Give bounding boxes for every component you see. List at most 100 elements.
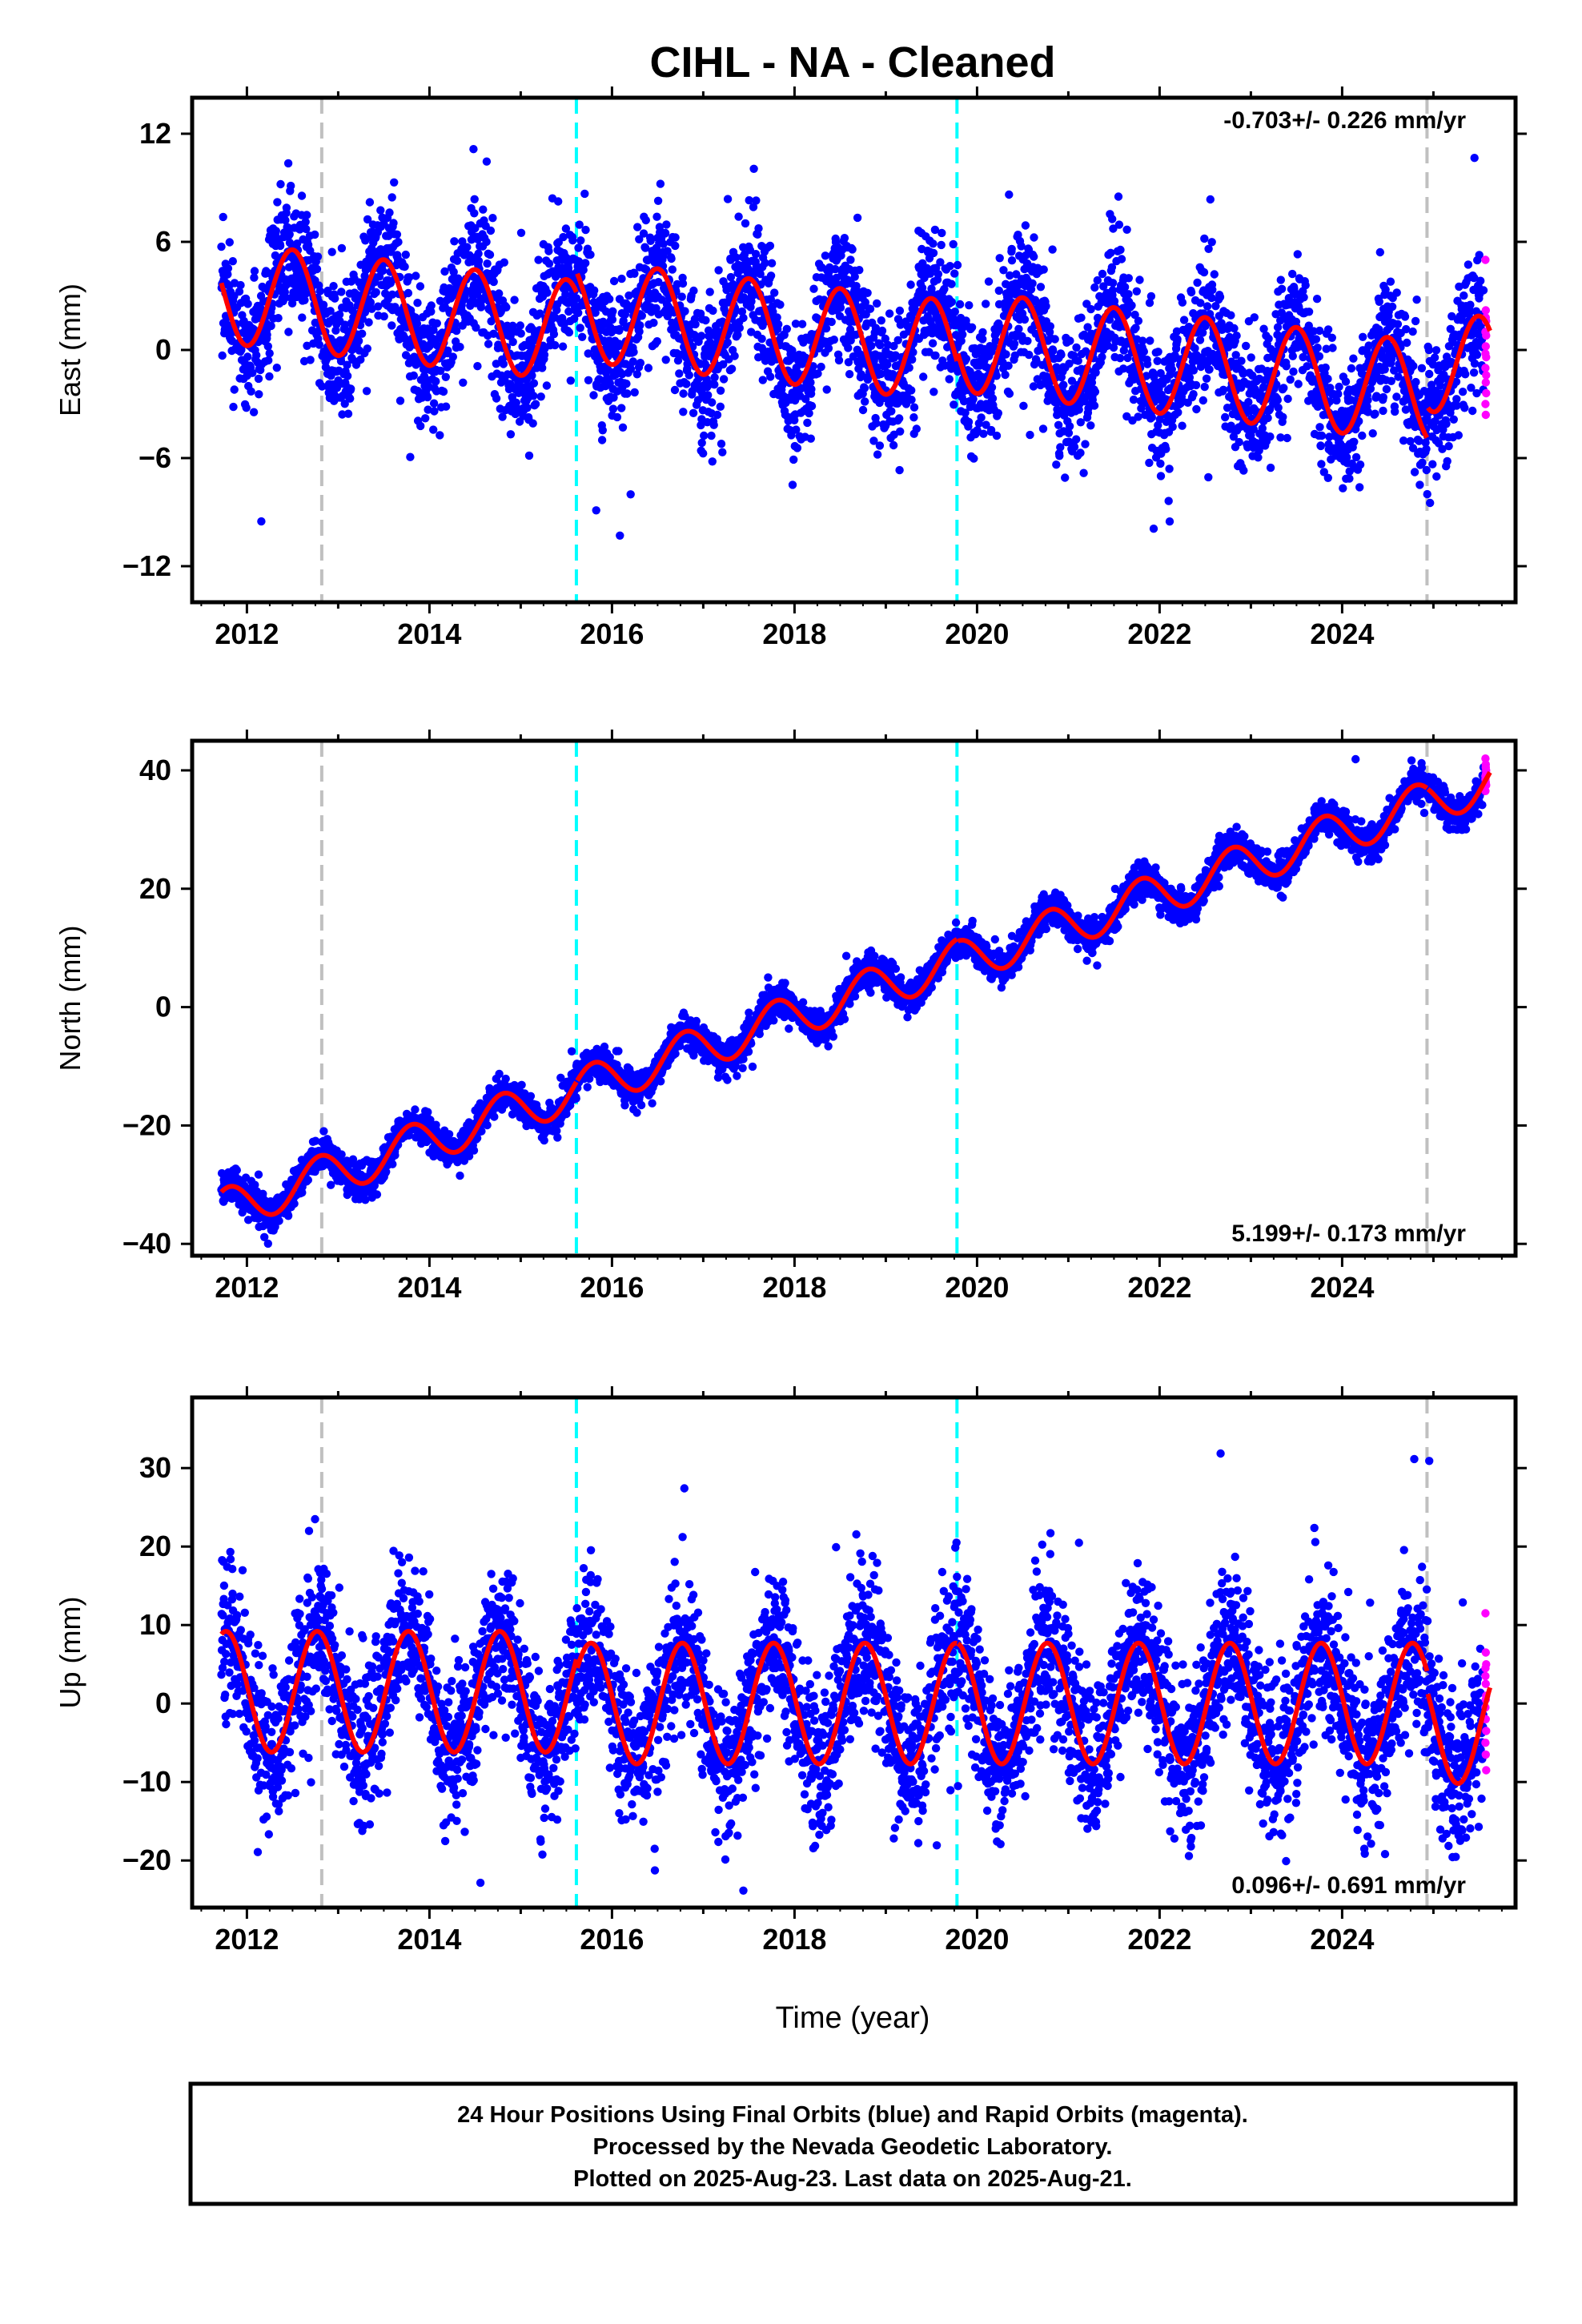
data-point [362,387,371,396]
data-point [401,250,410,259]
data-point [335,310,344,319]
data-point [1294,380,1303,388]
data-point [639,229,648,238]
data-point [566,376,575,385]
data-point [853,213,862,223]
data-point [1424,345,1434,355]
data-point [340,320,350,329]
data-point [574,243,583,252]
data-point [986,425,996,435]
data-point [670,385,680,395]
data-point [1232,332,1241,340]
data-point [1050,335,1059,344]
data-point [510,296,519,304]
data-point [999,266,1008,275]
data-point [950,400,958,409]
data-point [413,299,422,308]
data-point [649,318,658,328]
data-point [861,397,869,406]
data-point [1012,270,1021,279]
data-point [337,243,347,253]
data-point [424,405,432,414]
data-point [1312,295,1322,304]
data-point [1425,369,1434,379]
rapid-data-point [1481,255,1490,264]
data-point [1447,312,1456,321]
data-point [1227,311,1235,320]
data-point [1032,357,1041,366]
data-point [1375,247,1385,257]
data-point [723,195,733,203]
data-point [337,287,346,296]
data-point [776,300,785,309]
data-point [1247,353,1255,362]
data-point [1135,275,1144,284]
data-point [1086,304,1095,314]
data-point [263,330,271,340]
data-point [978,335,987,344]
x-tick-label: 2018 [762,617,826,650]
data-point [1469,368,1479,377]
data-point [1042,302,1050,311]
data-point [1422,465,1431,475]
data-point [719,360,728,369]
plot-area [217,98,1492,602]
data-point [885,309,894,318]
data-point [516,228,526,237]
data-point [1266,432,1275,441]
data-point [1438,444,1447,453]
data-point [581,225,590,235]
data-point [1323,325,1333,334]
data-point [713,410,722,420]
data-point [303,1176,312,1184]
data-point [500,258,508,267]
data-point [906,280,915,289]
data-point [1401,405,1411,414]
x-tick-label: 2020 [945,617,1009,650]
data-point [1264,334,1273,344]
data-point [390,178,399,187]
y-tick-label: −6 [139,441,171,474]
data-point [1283,433,1291,443]
data-point [1204,244,1213,253]
data-point [1046,322,1055,331]
data-point [663,247,672,255]
data-point [551,340,560,350]
data-point [716,386,725,395]
data-point [861,298,870,307]
data-point [303,341,311,350]
data-point [1007,244,1016,254]
data-point [1259,383,1268,392]
data-point [1403,338,1411,348]
data-point [1411,316,1420,326]
data-point [1317,431,1327,440]
data-point [1317,460,1326,468]
data-point [1374,332,1383,341]
data-point [1120,283,1130,292]
data-point [1315,423,1324,432]
data-point [1327,333,1337,342]
figure-title: CIHL - NA - Cleaned [649,38,1055,86]
data-point [1412,296,1421,304]
data-point [1154,348,1162,356]
data-point [846,255,855,264]
data-point [873,450,882,459]
data-point [1350,437,1359,446]
data-point [1259,324,1268,333]
data-point [632,370,641,379]
data-point [343,409,353,418]
data-point [950,269,959,278]
data-point [1116,245,1125,255]
data-point [561,224,571,233]
data-point [1065,422,1074,431]
data-point [331,326,340,335]
data-point [471,223,480,233]
data-point [1019,401,1028,410]
data-point [689,286,698,296]
data-point [1146,336,1154,345]
data-point [1359,332,1367,341]
data-point [652,212,661,221]
data-point [502,303,511,312]
data-point [871,324,881,332]
data-point [568,236,577,245]
